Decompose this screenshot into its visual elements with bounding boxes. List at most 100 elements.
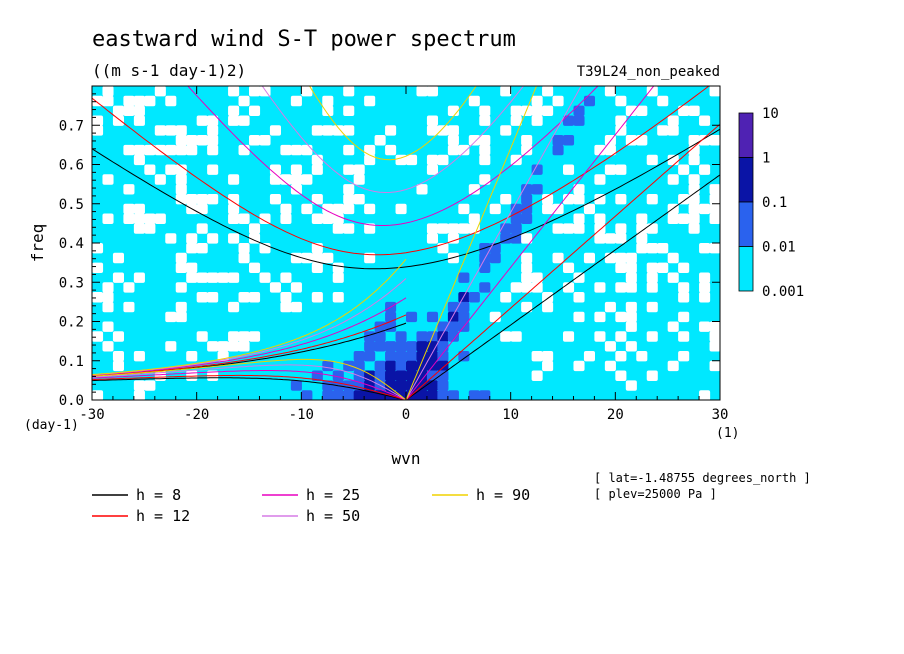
field-cell	[374, 331, 386, 342]
y-tick-label: 0.0	[59, 393, 84, 409]
field-cell	[102, 301, 114, 313]
field-cell	[615, 252, 627, 264]
field-cell	[604, 164, 616, 175]
field-cell	[500, 193, 512, 205]
field-cell	[322, 213, 334, 224]
field-cell	[228, 301, 240, 313]
curve-rossby1-h90	[92, 358, 407, 400]
field-cell	[563, 115, 575, 126]
x-tick-label: 20	[607, 407, 624, 423]
colorbar: 10 1 0.1 0.01 0.001	[738, 106, 804, 300]
field-cell	[510, 331, 522, 342]
field-cell	[604, 301, 616, 313]
field-cell	[301, 144, 313, 156]
field-cell	[426, 350, 438, 362]
field-cell	[510, 282, 522, 293]
field-cell	[604, 341, 616, 352]
field-cell	[112, 360, 124, 372]
field-cell	[364, 203, 376, 215]
field-cell	[678, 164, 690, 175]
field-cell	[249, 105, 261, 117]
field-cell	[207, 193, 219, 205]
field-cell	[123, 184, 135, 195]
field-cell	[228, 233, 240, 244]
field-cell	[196, 115, 208, 126]
field-cell	[332, 125, 344, 136]
field-cell	[238, 292, 250, 303]
field-cell	[416, 184, 428, 195]
field-cell	[238, 213, 250, 224]
field-cell	[228, 213, 240, 224]
field-cell	[175, 282, 187, 293]
field-cell	[615, 115, 627, 126]
field-cell	[678, 292, 690, 303]
field-cell	[625, 252, 637, 264]
chart-title: eastward wind S-T power spectrum	[92, 27, 516, 52]
field-cell	[238, 95, 250, 107]
field-cell	[154, 174, 166, 185]
plev-annotation: [ plev=25000 Pa ]	[594, 487, 717, 501]
field-cell	[290, 282, 302, 293]
field-cell	[468, 184, 480, 195]
colorbar-label: 10	[762, 106, 779, 122]
field-cell	[667, 125, 679, 136]
field-cell	[625, 301, 637, 313]
field-cell	[385, 350, 397, 362]
field-cell	[207, 144, 219, 156]
field-cell	[207, 164, 219, 175]
field-cell	[646, 370, 658, 381]
field-cell	[479, 282, 491, 293]
field-cell	[510, 233, 522, 244]
field-cell	[112, 350, 124, 362]
curve-mrg-h25	[92, 297, 407, 376]
field-cell	[332, 223, 344, 234]
field-cell	[615, 193, 627, 205]
field-cell	[594, 213, 606, 224]
field-cell	[552, 135, 564, 146]
legend-label: h = 90	[476, 486, 530, 504]
field-cell	[583, 203, 595, 215]
field-cell	[573, 213, 585, 224]
field-cell	[353, 390, 365, 400]
field-cell	[364, 252, 376, 264]
field-cell	[615, 331, 627, 342]
field-cell	[594, 282, 606, 293]
field-cell	[322, 380, 334, 391]
field-cell	[322, 105, 334, 117]
curve-kelvin-h25	[405, 86, 655, 400]
curve-kelvin-h90	[405, 86, 538, 400]
field-cell	[521, 184, 533, 195]
field-cell	[385, 144, 397, 156]
field-cell	[269, 174, 281, 185]
field-cell	[353, 360, 365, 372]
field-cell	[165, 164, 177, 175]
field-cell	[552, 252, 564, 264]
field-cell	[563, 193, 575, 205]
field-cell	[112, 331, 124, 342]
field-cell	[426, 223, 438, 234]
field-cell	[646, 272, 658, 283]
field-cell	[238, 115, 250, 126]
field-cell	[625, 282, 637, 293]
field-cell	[468, 223, 480, 234]
field-cell	[332, 262, 344, 274]
field-cell	[699, 203, 711, 215]
dispersion-curves	[92, 86, 720, 400]
field-cell	[468, 390, 480, 400]
field-cell	[165, 311, 177, 323]
curve-kelvin-h12	[405, 123, 720, 400]
field-cell	[594, 144, 606, 156]
field-cell	[458, 223, 470, 234]
field-cell	[688, 193, 700, 205]
x-tick-label: 30	[712, 407, 729, 423]
field-cell	[92, 125, 104, 136]
field-cell	[688, 105, 700, 117]
field-cell	[364, 341, 376, 352]
field-cell	[311, 292, 323, 303]
field-cell	[217, 341, 229, 352]
field-cell	[343, 105, 355, 117]
field-cell	[92, 115, 104, 126]
field-cell	[144, 164, 156, 175]
field-cell	[542, 105, 554, 117]
field-cell	[395, 341, 407, 352]
